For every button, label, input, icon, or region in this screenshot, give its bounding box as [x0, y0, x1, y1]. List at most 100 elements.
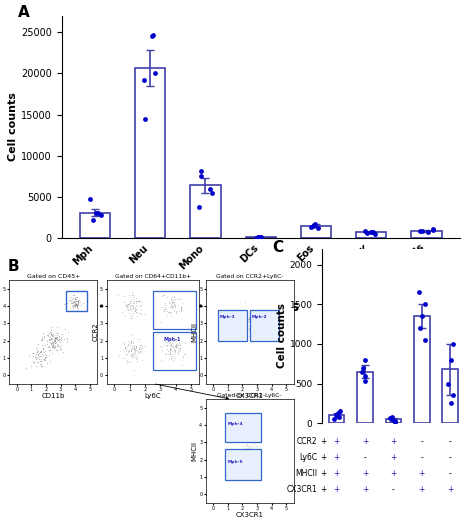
Point: [64, 338, 71, 346]
Point: [51, 335, 59, 343]
Point: [250, 454, 257, 462]
Point: [418, 227, 426, 236]
Point: [127, 304, 134, 312]
Point: [55, 336, 62, 344]
Point: [36, 348, 44, 356]
Point: [68, 295, 76, 304]
Point: [48, 339, 55, 347]
Point: [130, 299, 138, 307]
Y-axis label: Cell counts: Cell counts: [8, 93, 18, 161]
Point: [240, 449, 248, 458]
Point: [69, 303, 77, 312]
Point: [169, 341, 176, 350]
Point: [245, 324, 253, 332]
Point: [70, 298, 77, 306]
Point: [252, 233, 260, 242]
Point: [247, 318, 255, 327]
Point: [248, 446, 256, 455]
Point: [32, 344, 40, 353]
Point: [242, 446, 250, 454]
Point: [246, 319, 254, 327]
Point: [169, 294, 176, 303]
Point: [56, 343, 64, 352]
Point: [44, 331, 52, 340]
Point: [51, 334, 58, 342]
Point: [53, 333, 61, 342]
Point: [167, 352, 175, 361]
Point: [38, 334, 46, 343]
Point: [163, 338, 171, 346]
Point: [247, 314, 255, 323]
Point: [174, 345, 182, 354]
Point: [74, 298, 82, 307]
Point: [157, 356, 165, 364]
Point: [71, 290, 78, 299]
Point: [37, 348, 45, 356]
Point: [120, 311, 128, 320]
Point: [336, 406, 344, 415]
Point: [254, 232, 262, 241]
Point: [248, 432, 256, 441]
Point: [172, 347, 179, 355]
Point: [255, 326, 263, 335]
Point: [38, 362, 46, 370]
Text: +: +: [390, 437, 397, 446]
Point: [249, 321, 256, 329]
Point: [125, 300, 133, 308]
Point: [136, 309, 144, 317]
Point: [177, 304, 184, 312]
Point: [314, 224, 321, 232]
Point: [177, 303, 185, 312]
Y-axis label: CD64: CD64: [0, 323, 1, 341]
Point: [152, 69, 159, 78]
Text: +: +: [362, 485, 368, 494]
Point: [167, 335, 175, 344]
Point: [330, 415, 337, 423]
Point: [252, 327, 259, 335]
Point: [249, 316, 256, 325]
Point: [47, 339, 55, 347]
Point: [248, 314, 255, 323]
Point: [170, 300, 177, 309]
Point: [177, 295, 185, 304]
Point: [389, 415, 396, 424]
Point: [244, 446, 252, 454]
Point: [72, 300, 80, 308]
Point: [257, 233, 265, 241]
Text: +: +: [362, 469, 368, 478]
Point: [166, 338, 174, 346]
Point: [45, 335, 53, 344]
Point: [33, 348, 40, 356]
Point: [169, 355, 177, 364]
Point: [178, 361, 185, 369]
Point: [242, 317, 250, 326]
Point: [248, 450, 255, 459]
Point: [130, 345, 138, 353]
Point: [167, 311, 174, 320]
Point: [64, 335, 71, 344]
Point: [41, 341, 48, 349]
Point: [243, 446, 251, 454]
Point: [121, 343, 128, 351]
Point: [172, 336, 179, 344]
Point: [49, 322, 56, 331]
Point: [168, 292, 176, 300]
Point: [122, 302, 129, 310]
Point: [246, 327, 254, 335]
Point: [34, 348, 41, 357]
Point: [173, 339, 181, 348]
Point: [171, 354, 179, 362]
Point: [32, 362, 39, 371]
Point: [247, 332, 255, 340]
Point: [129, 291, 137, 299]
Point: [244, 446, 252, 454]
Point: [246, 317, 253, 326]
Bar: [357, 371, 373, 423]
Point: [141, 114, 149, 123]
Title: Gated on CD45+: Gated on CD45+: [27, 275, 80, 279]
Point: [131, 303, 138, 312]
Text: CCR2: CCR2: [297, 437, 318, 446]
Point: [132, 346, 139, 354]
Point: [242, 459, 249, 467]
Point: [416, 324, 424, 332]
